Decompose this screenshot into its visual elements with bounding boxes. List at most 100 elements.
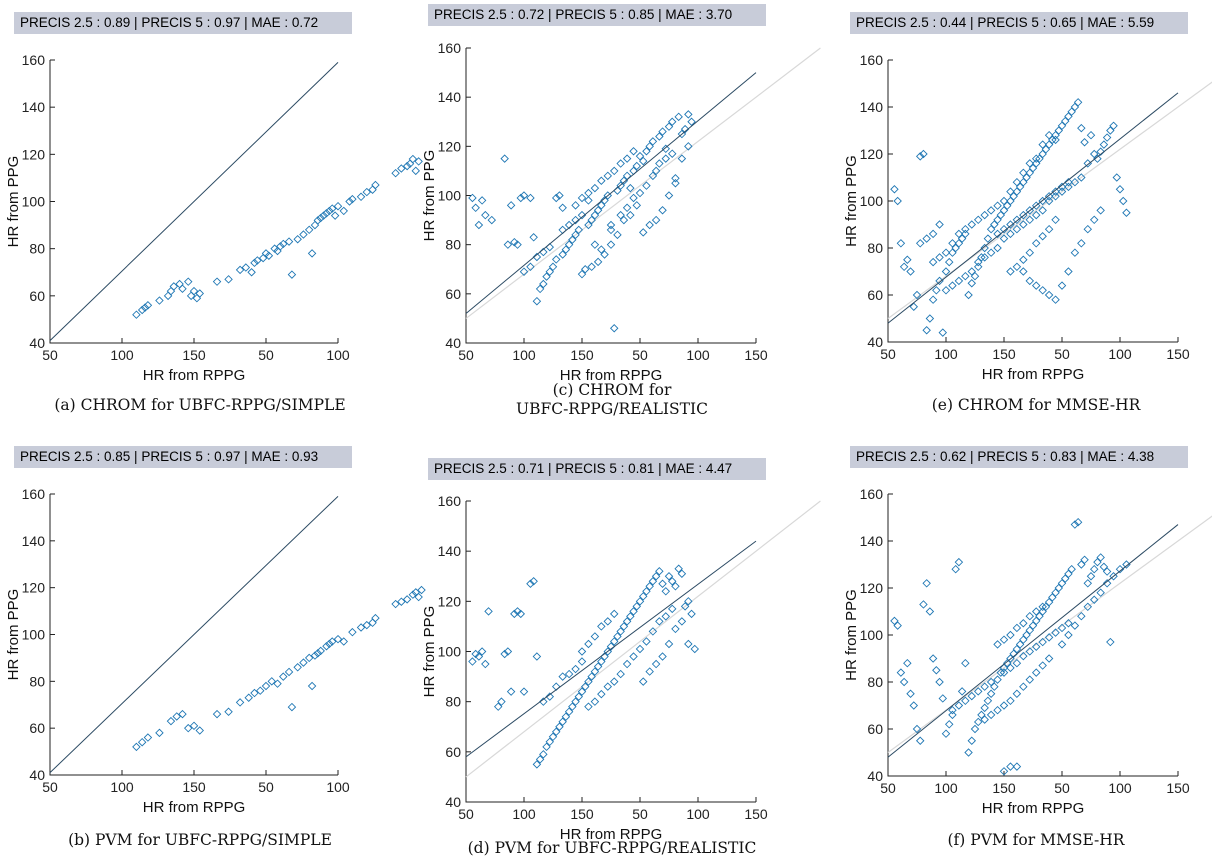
data-point (928, 229, 938, 239)
data-point (616, 159, 625, 168)
data-point (606, 225, 616, 235)
data-point (310, 220, 320, 230)
data-point (609, 324, 619, 333)
data-point (1093, 154, 1102, 163)
data-point (619, 622, 629, 631)
data-point (539, 750, 548, 759)
data-point (1089, 595, 1099, 604)
data-point (1077, 560, 1086, 569)
data-point (629, 607, 638, 616)
data-point (999, 635, 1009, 644)
data-point (299, 230, 308, 239)
data-point (1031, 616, 1041, 626)
data-point (551, 255, 561, 264)
data-point (468, 193, 477, 203)
y-tick-label: 160 (860, 52, 884, 68)
y-tick-label: 120 (22, 580, 46, 596)
data-point (542, 742, 551, 752)
data-point (635, 151, 645, 161)
data-point (616, 669, 625, 679)
data-point (932, 286, 941, 295)
data-point (284, 667, 294, 677)
data-point (935, 276, 944, 286)
data-point (1038, 602, 1047, 612)
data-point (944, 720, 954, 729)
data-point (362, 620, 372, 630)
fit-line (465, 540, 757, 758)
caption-line: (d) PVM for UBFC-RPPG/REALISTIC (467, 839, 757, 857)
data-point (1012, 262, 1022, 272)
axes-frame (887, 60, 1178, 343)
metrics-banner: PRECIS 2.5 : 0.72 | PRECIS 5 : 0.85 | MA… (428, 4, 766, 26)
x-tick-label: 50 (632, 347, 648, 363)
data-point (1031, 159, 1041, 168)
x-tick-label: 50 (258, 779, 274, 795)
data-point (1038, 286, 1047, 295)
data-point (212, 709, 222, 719)
data-point (622, 659, 632, 669)
data-point (414, 592, 423, 602)
data-point (564, 707, 574, 716)
data-point (941, 286, 951, 295)
data-point (500, 154, 509, 163)
data-point (169, 282, 179, 291)
data-point (629, 652, 638, 661)
data-point (957, 687, 967, 696)
data-point (915, 736, 925, 745)
data-point (1051, 135, 1060, 145)
data-point (316, 213, 325, 223)
data-point (941, 729, 951, 738)
metrics-banner: PRECIS 2.5 : 0.71 | PRECIS 5 : 0.81 | MA… (428, 458, 766, 480)
x-tick-label: 100 (512, 806, 536, 822)
data-point (642, 147, 651, 156)
scatter-plot-b: 40 60 80 100 120 140 160 50 100 150 50 100 HR from R… (5, 486, 426, 816)
data-point (603, 682, 613, 691)
data-point (584, 677, 593, 686)
data-point (1057, 121, 1067, 131)
data-point (1057, 187, 1067, 196)
data-point (922, 234, 931, 243)
data-point (590, 667, 600, 676)
y-tick-label: 120 (438, 593, 462, 609)
x-tick-label: 50 (632, 806, 648, 822)
data-point (250, 258, 259, 268)
data-point (178, 284, 187, 293)
data-point (658, 127, 667, 136)
data-point (397, 164, 406, 173)
data-point (580, 265, 590, 274)
figure-caption: (f) PVM for MMSE-HR (836, 831, 1212, 850)
data-point (597, 245, 606, 254)
data-point (999, 767, 1009, 776)
data-point (371, 613, 380, 623)
data-point (189, 286, 199, 296)
data-point (680, 124, 690, 134)
data-point (1019, 682, 1028, 691)
data-point (1006, 220, 1015, 229)
data-point (619, 176, 629, 185)
y-axis-label: HR from PPG (5, 589, 22, 681)
data-point (189, 721, 199, 731)
data-point (577, 210, 587, 220)
data-point (561, 712, 571, 721)
caption-line: (a) CHROM for UBFC-RPPG/SIMPLE (54, 396, 346, 414)
data-point (593, 257, 603, 267)
data-point (1038, 149, 1047, 159)
data-point (667, 117, 677, 126)
data-point (1054, 126, 1064, 135)
data-point (1022, 173, 1031, 182)
data-point (555, 191, 564, 200)
data-point (941, 267, 951, 276)
data-point (1122, 560, 1131, 569)
x-tick-label: 100 (1108, 346, 1132, 362)
data-point (322, 209, 331, 218)
scatter-plot-d: 40 60 80 100 120 140 160 50 100 150 50 100 150 HR fro… (421, 493, 821, 843)
data-point (1115, 564, 1125, 574)
data-point (973, 257, 983, 267)
data-point (1041, 602, 1051, 612)
data-point (1064, 619, 1073, 628)
data-point (519, 267, 529, 276)
data-point (316, 646, 325, 656)
data-point (655, 132, 664, 141)
data-point (1044, 196, 1054, 206)
data-point (1031, 210, 1041, 220)
